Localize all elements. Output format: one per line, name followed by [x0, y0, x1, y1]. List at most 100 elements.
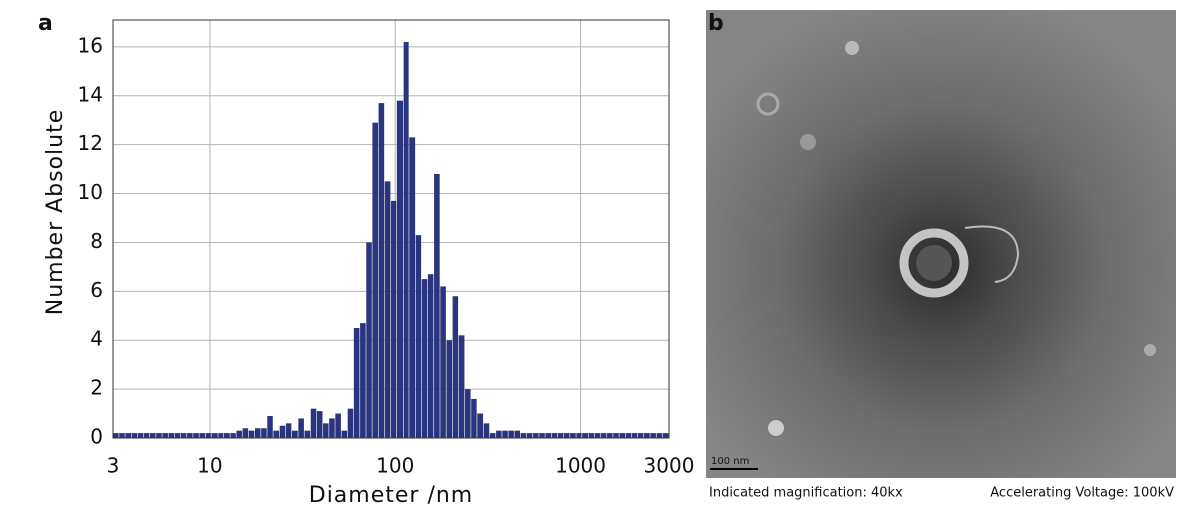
- bar: [458, 335, 465, 438]
- bar: [323, 423, 329, 438]
- bar: [563, 433, 570, 438]
- particle: [768, 420, 784, 436]
- bar: [440, 286, 446, 438]
- bar: [205, 433, 211, 438]
- bar: [613, 433, 619, 438]
- bar: [625, 433, 632, 438]
- bar: [156, 433, 162, 438]
- bar: [254, 428, 261, 438]
- bar: [582, 433, 589, 438]
- particle: [800, 134, 816, 150]
- bar: [384, 181, 391, 439]
- bar: [174, 433, 181, 438]
- bar: [310, 408, 317, 438]
- bar: [261, 428, 267, 438]
- panel-label: b: [708, 11, 724, 36]
- bar: [403, 42, 409, 438]
- bar: [650, 433, 656, 438]
- bar: [298, 418, 304, 438]
- bar: [588, 433, 594, 438]
- y-tick-label: 4: [90, 327, 103, 351]
- bar: [396, 100, 404, 439]
- bar: [514, 430, 521, 438]
- y-tick-label: 16: [78, 33, 103, 57]
- bar: [137, 433, 144, 438]
- bar: [391, 200, 397, 438]
- bar: [465, 389, 471, 438]
- bar: [187, 433, 193, 438]
- bar: [502, 430, 508, 438]
- bar: [557, 433, 564, 438]
- x-tick-label: 3000: [644, 454, 695, 478]
- bar: [236, 430, 242, 438]
- bar: [242, 428, 249, 438]
- plot-frame: [112, 19, 670, 439]
- bar: [125, 433, 132, 438]
- y-tick-label: 2: [90, 376, 103, 400]
- x-axis-label: Diameter /nm: [309, 483, 474, 508]
- bar: [162, 433, 168, 438]
- bar: [131, 433, 138, 438]
- bar: [193, 433, 199, 438]
- bar: [248, 430, 255, 438]
- bar: [180, 433, 187, 438]
- tem-panel: b 100 nm: [706, 10, 1176, 478]
- x-tick-label: 10: [197, 454, 222, 478]
- vesicle-core: [916, 245, 952, 281]
- bar: [143, 433, 150, 438]
- bar: [637, 433, 644, 438]
- bar: [644, 433, 650, 438]
- bar: [662, 433, 669, 438]
- bar: [570, 433, 576, 438]
- bar: [304, 430, 311, 438]
- bar: [218, 433, 224, 438]
- bar: [434, 174, 440, 438]
- bar: [427, 274, 434, 438]
- bar: [211, 433, 218, 438]
- bar: [199, 433, 206, 438]
- tem-image: [706, 10, 1176, 478]
- bar: [378, 103, 385, 438]
- x-tick-label: 1000: [555, 454, 606, 478]
- x-tick-label: 100: [376, 454, 414, 478]
- scale-bar-label: 100 nm: [711, 456, 749, 467]
- y-tick-label: 12: [78, 131, 103, 155]
- bar: [446, 340, 453, 438]
- bar: [607, 433, 613, 438]
- bar: [489, 433, 496, 438]
- bar: [168, 433, 175, 438]
- bar: [421, 279, 428, 438]
- bar: [594, 433, 601, 438]
- bar: [113, 433, 119, 438]
- bar: [291, 430, 298, 438]
- y-tick-label: 10: [78, 180, 103, 204]
- bar: [366, 242, 372, 438]
- bar: [149, 433, 156, 438]
- particle: [1144, 344, 1156, 356]
- y-axis-label: Number Absolute: [43, 109, 68, 316]
- bar: [477, 413, 484, 438]
- bar: [119, 433, 125, 438]
- bar: [483, 423, 490, 438]
- bar: [551, 433, 558, 438]
- y-tick-label: 0: [90, 425, 103, 449]
- bar: [335, 413, 341, 438]
- bar: [533, 433, 539, 438]
- caption: Accelerating Voltage: 100kV: [990, 486, 1174, 501]
- particle: [845, 41, 859, 55]
- bar: [452, 296, 459, 438]
- vesicle: [899, 228, 969, 298]
- y-tick-label: 14: [78, 82, 103, 106]
- bar: [230, 433, 236, 438]
- bar: [285, 423, 292, 438]
- bar: [619, 433, 626, 438]
- bar: [273, 430, 280, 438]
- bar: [360, 323, 366, 438]
- bar: [656, 433, 662, 438]
- bar: [471, 398, 477, 438]
- bar: [526, 433, 533, 438]
- bar: [539, 433, 545, 438]
- bar: [545, 433, 552, 438]
- bar: [279, 425, 286, 438]
